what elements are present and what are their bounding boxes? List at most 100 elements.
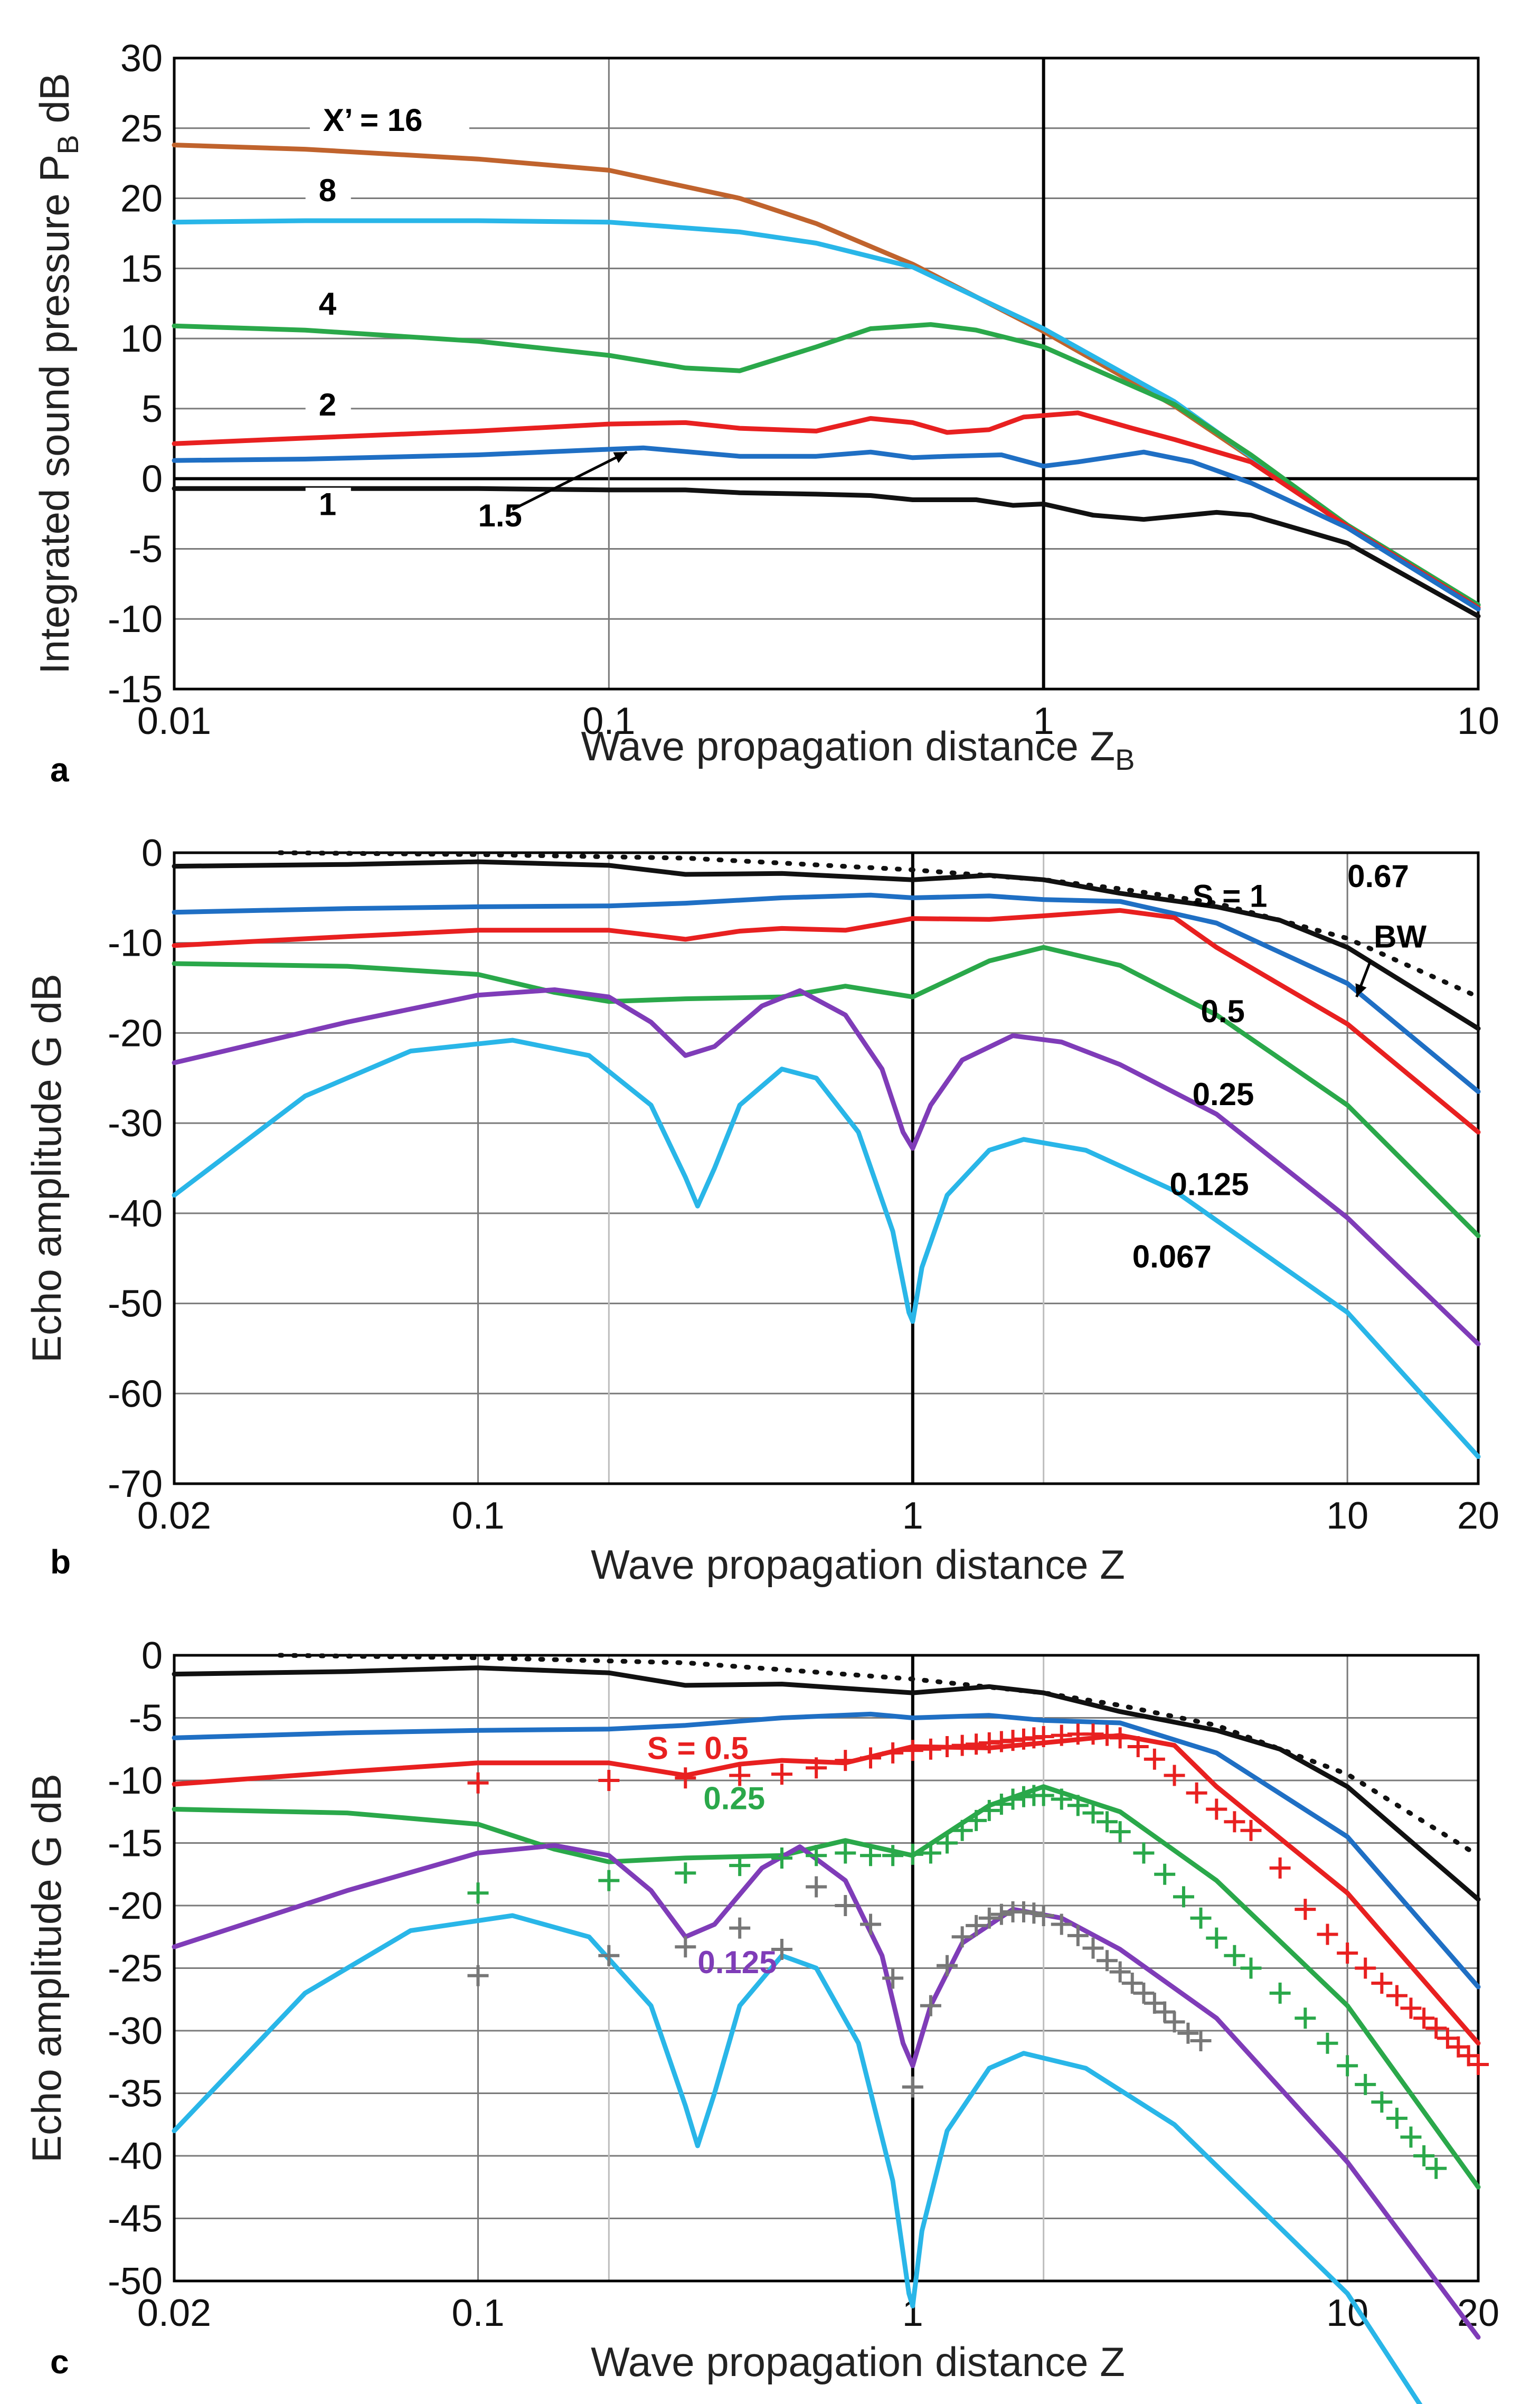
curve-label: 8 xyxy=(319,173,336,208)
plus-marker xyxy=(966,1915,987,1936)
y-axis-title: Integrated sound pressure PB dB xyxy=(31,73,84,674)
plus-marker xyxy=(1425,2157,1447,2179)
plus-marker xyxy=(835,1895,856,1916)
y-tick-label: -5 xyxy=(129,1698,163,1740)
plus-marker xyxy=(806,1757,827,1779)
y-tick-label: -50 xyxy=(108,2260,163,2303)
plus-marker xyxy=(1355,1957,1376,1979)
plus-marker xyxy=(920,1842,941,1864)
plus-marker xyxy=(1295,1899,1316,1920)
plus-marker xyxy=(937,1832,958,1854)
plus-marker xyxy=(1133,1842,1155,1864)
plus-marker xyxy=(951,1926,973,1948)
x-tick-label: 0.1 xyxy=(451,2292,504,2334)
y-tick-label: -30 xyxy=(108,2010,163,2052)
plus-marker xyxy=(1133,1982,1155,2004)
x-tick-label: 1 xyxy=(1033,700,1054,742)
x-tick-label: 20 xyxy=(1457,1495,1499,1537)
annotation-arrowhead xyxy=(1355,983,1367,997)
series-line-4 xyxy=(172,322,1481,608)
plus-marker xyxy=(882,1845,904,1866)
curve-label: 1 xyxy=(319,487,336,522)
y-tick-label: 0 xyxy=(141,832,163,874)
y-tick-label: -20 xyxy=(108,1885,163,1927)
panel-letter-c: c xyxy=(50,2343,69,2381)
plot-frame xyxy=(173,1654,1480,2283)
y-tick-label: -35 xyxy=(108,2073,163,2115)
curve-label: 1.5 xyxy=(478,498,522,533)
plus-marker xyxy=(771,1938,792,1960)
plus-marker xyxy=(920,1738,941,1760)
plus-marker xyxy=(1458,2045,1479,2067)
plus-marker xyxy=(1109,1821,1131,1843)
plus-marker xyxy=(1190,2030,1212,2051)
x-tick-label: 1 xyxy=(902,1495,923,1537)
plus-marker xyxy=(882,1967,904,1989)
y-tick-label: -5 xyxy=(129,528,163,570)
plus-marker xyxy=(1400,1997,1422,2019)
plus-marker xyxy=(1127,1736,1149,1758)
plus-marker xyxy=(1224,1945,1245,1966)
series-line-0-25 xyxy=(172,1784,1481,2190)
plus-marker xyxy=(937,1955,958,1976)
plus-marker xyxy=(1186,1782,1207,1804)
plus-marker xyxy=(860,1913,882,1935)
plus-marker xyxy=(1269,1857,1291,1879)
x-axis-title: Wave propagation distance ZB xyxy=(581,723,1135,776)
y-tick-label: -10 xyxy=(108,922,163,965)
y-tick-label: -60 xyxy=(108,1373,163,1415)
plus-marker xyxy=(467,1965,489,1986)
curve-label: 0.125 xyxy=(697,1945,777,1980)
plus-marker xyxy=(1240,1957,1262,1979)
curve-label: 0.25 xyxy=(1193,1077,1254,1112)
curve-label: 0.125 xyxy=(1169,1167,1249,1202)
plus-marker xyxy=(1224,1811,1245,1833)
series-line-BW xyxy=(277,850,1481,1000)
series-line-X-16 xyxy=(172,143,1481,608)
plus-marker xyxy=(1355,2073,1376,2095)
label-background xyxy=(305,487,351,525)
y-tick-label: -10 xyxy=(108,1760,163,1802)
plus-marker xyxy=(1051,1913,1072,1935)
curve-label: 0.67 xyxy=(1347,859,1409,894)
plus-marker xyxy=(1144,1748,1165,1770)
plus-marker xyxy=(1109,1727,1131,1749)
plus-marker xyxy=(806,1845,827,1866)
plus-marker xyxy=(1121,1972,1143,1994)
curve-label: 0.25 xyxy=(703,1781,765,1816)
y-tick-label: -50 xyxy=(108,1283,163,1325)
y-tick-label: -30 xyxy=(108,1102,163,1145)
x-tick-label: 20 xyxy=(1457,2292,1499,2334)
plus-marker xyxy=(835,1842,856,1864)
y-tick-label: -70 xyxy=(108,1463,163,1505)
series-line-2 xyxy=(172,410,1481,610)
plus-marker xyxy=(1067,1795,1089,1816)
series-line-1 xyxy=(172,486,1481,619)
y-tick-label: -45 xyxy=(108,2198,163,2240)
plus-marker xyxy=(598,1945,620,1966)
panel-c-chart: 0-5-10-15-20-25-30-35-40-45-500.02 0.1 1 10… xyxy=(23,1635,1499,2404)
curve-label: 0.067 xyxy=(1132,1239,1212,1274)
plus-marker xyxy=(1173,1886,1194,1908)
annotation-arrowhead xyxy=(613,452,627,463)
plus-marker xyxy=(1337,2055,1358,2077)
plus-marker xyxy=(1033,1726,1054,1748)
plus-marker xyxy=(598,1870,620,1891)
plus-marker xyxy=(1154,2001,1176,2023)
y-axis-title: Echo amplitude G dB xyxy=(23,1774,70,2163)
series-line-0-125 xyxy=(172,1843,1481,2340)
plot-frame xyxy=(173,56,1480,691)
annotation-arrow xyxy=(512,450,628,511)
series-line-1-5 xyxy=(172,445,1481,612)
plot-frame xyxy=(173,851,1480,1485)
plus-marker xyxy=(860,1845,882,1866)
plus-marker xyxy=(598,1770,620,1791)
plus-marker xyxy=(675,1936,696,1958)
plus-marker xyxy=(1240,1820,1262,1841)
plus-marker xyxy=(882,1742,904,1764)
plus-marker xyxy=(902,2076,923,2098)
plus-marker xyxy=(1371,2091,1393,2113)
plus-marker xyxy=(1154,1863,1176,1885)
panel-a-chart: 30 25 20 15 10 5 0 -5 -10 -150.01 0.1 1 10 X’ = 16 8 4 2… xyxy=(31,37,1499,776)
plus-marker xyxy=(771,1847,792,1869)
